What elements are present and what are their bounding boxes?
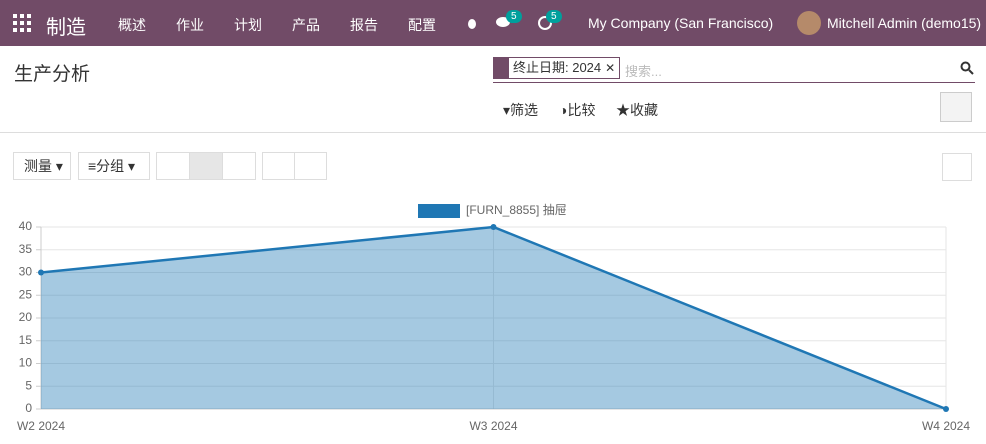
expand-button[interactable] <box>942 153 972 181</box>
y-tick-label: 25 <box>19 287 33 301</box>
point <box>490 224 497 230</box>
menu-item[interactable]: 概述 <box>118 17 146 33</box>
y-tick-label: 10 <box>19 356 33 370</box>
search-icon[interactable] <box>960 61 974 75</box>
x-tick-label: W4 2024 <box>922 419 970 433</box>
chart: 0 5 10 15 20 25 30 35 40 W2 2024 W3 2024 W4 2024 [FU… <box>17 203 970 433</box>
activity-icon[interactable] <box>538 15 553 30</box>
apps-icon[interactable] <box>13 14 31 32</box>
divider <box>0 132 986 133</box>
user[interactable]: Mitchell Admin (demo15) <box>827 15 982 31</box>
compare-label: 比较 <box>567 102 596 118</box>
x-tick-label: W3 2024 <box>469 419 517 433</box>
point <box>38 269 44 276</box>
search-input[interactable]: 搜索... <box>625 64 662 79</box>
y-tick-label: 20 <box>19 310 33 324</box>
measure-button[interactable]: 测量 ▾ <box>13 152 71 180</box>
facet-label: 终止日期: 2024 <box>513 60 602 75</box>
page-title: 生产分析 <box>14 64 91 85</box>
y-tick-label: 15 <box>19 333 33 347</box>
sort-desc-button[interactable] <box>262 152 295 180</box>
facet[interactable]: 终止日期: 2024 ✕ <box>508 57 621 79</box>
favorites-label: 收藏 <box>630 102 658 118</box>
y-tick-label: 0 <box>25 401 32 415</box>
y-tick-label: 35 <box>19 242 33 256</box>
menu-item[interactable]: 作业 <box>176 17 204 33</box>
area <box>41 227 946 409</box>
group-by-button[interactable]: ≡分组 ▾ <box>78 152 150 180</box>
menu-item[interactable]: 计划 <box>234 17 262 33</box>
legend-label: [FURN_8855] 抽屉 <box>466 203 567 217</box>
menu-item[interactable]: 产品 <box>292 17 320 33</box>
line-chart-button[interactable] <box>189 152 223 180</box>
filter-label: 筛选 <box>510 102 539 118</box>
group-by-label: 分组 <box>96 158 125 174</box>
app-name[interactable]: 制造 <box>46 17 86 39</box>
debug-icon[interactable] <box>465 16 479 30</box>
legend-swatch <box>418 204 460 218</box>
activities-badge: 5 <box>546 10 562 23</box>
favorites-button[interactable]: ★收藏 <box>616 102 658 118</box>
dashboard-button[interactable] <box>940 92 972 122</box>
point <box>943 406 949 412</box>
y-tick-label: 5 <box>25 378 32 392</box>
x-tick-label: W2 2024 <box>17 419 65 433</box>
sort-asc-button[interactable] <box>294 152 327 180</box>
navbar: 制造 5 5 My Company (San Francisco) Mitche… <box>0 0 986 46</box>
pie-chart-button[interactable] <box>222 152 256 180</box>
avatar[interactable] <box>797 11 821 35</box>
measure-label: 测量 <box>24 158 52 174</box>
facet-icon <box>493 57 508 79</box>
menu-item[interactable]: 配置 <box>408 17 436 33</box>
menu-item[interactable]: 报告 <box>350 17 378 33</box>
bar-chart-button[interactable] <box>156 152 190 180</box>
messages-badge: 5 <box>506 10 522 23</box>
filter-button[interactable]: ▾筛选 <box>503 102 539 118</box>
company[interactable]: My Company (San Francisco) <box>588 15 774 31</box>
y-tick-label: 40 <box>19 219 33 233</box>
search-bar[interactable] <box>493 57 975 83</box>
compare-button[interactable]: ◑比较 <box>559 102 596 118</box>
y-tick-label: 30 <box>19 265 33 279</box>
